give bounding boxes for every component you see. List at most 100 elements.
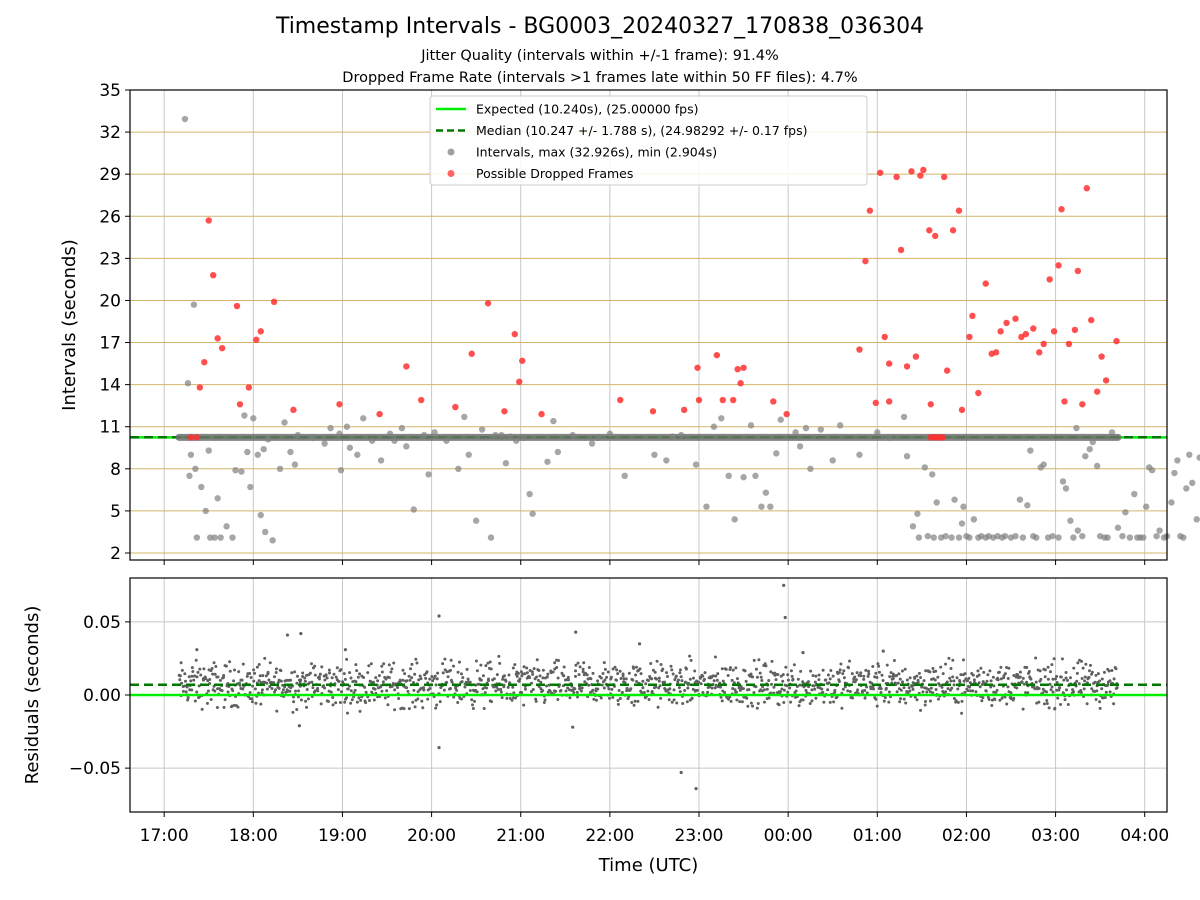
residual-point	[276, 680, 280, 684]
intervals-y-tick-label: 11	[99, 418, 121, 438]
residual-point	[211, 672, 215, 676]
residual-point	[335, 666, 339, 670]
dropped-frame-point	[1022, 330, 1030, 338]
residual-point	[653, 670, 657, 674]
residual-point	[432, 676, 436, 680]
residual-point	[879, 690, 883, 694]
dropped-frame-point	[885, 398, 893, 405]
residual-point	[179, 661, 183, 665]
residual-point	[443, 657, 447, 661]
residual-point	[633, 699, 637, 703]
interval-point	[773, 450, 780, 457]
interval-point	[229, 534, 236, 541]
residual-point	[996, 678, 1000, 682]
residual-point	[468, 680, 472, 684]
residual-point	[814, 674, 818, 678]
legend-median-label: Median (10.247 +/- 1.788 s), (24.98292 +…	[476, 123, 807, 138]
residual-point	[318, 672, 322, 676]
residual-point	[578, 665, 582, 669]
dropped-frame-point	[1071, 326, 1079, 334]
residual-point	[502, 674, 506, 678]
residual-point	[387, 663, 391, 667]
residual-point	[298, 680, 302, 684]
residual-point	[960, 699, 964, 703]
residual-point	[410, 676, 414, 680]
interval-point	[554, 448, 562, 456]
interval-point	[281, 419, 288, 426]
residual-point	[223, 698, 227, 702]
residual-point	[789, 700, 793, 704]
residual-point	[949, 679, 953, 683]
residual-point	[1037, 700, 1041, 704]
residual-point	[641, 679, 645, 683]
residuals-panel: 0.05 0.00 −0.05 17:00 18:00 19:00 20:00 21:00 22…	[69, 577, 1169, 846]
residuals-reference-lines	[130, 683, 1167, 697]
interval-point	[232, 467, 239, 474]
residual-point	[655, 677, 659, 681]
x-tick-label: 23:00	[675, 826, 724, 846]
interval-point	[250, 415, 257, 422]
interval-point	[1156, 527, 1163, 534]
residual-point	[326, 699, 330, 703]
residual-point	[507, 673, 511, 677]
residual-outlier-point	[694, 787, 698, 791]
residual-point	[391, 682, 395, 686]
dropped-frame-point	[270, 298, 278, 306]
residual-point	[277, 686, 281, 690]
interval-point	[1171, 469, 1178, 477]
interval-point	[669, 433, 676, 440]
residual-point	[913, 676, 917, 680]
residual-point	[962, 679, 966, 683]
residual-point	[576, 661, 580, 665]
residual-point	[381, 680, 385, 684]
residual-point	[556, 698, 560, 702]
residual-point	[813, 680, 817, 684]
residual-point	[304, 699, 308, 703]
interval-point	[1049, 532, 1056, 540]
residual-point	[656, 705, 660, 709]
residual-point	[786, 678, 790, 682]
residual-point	[884, 686, 888, 690]
residual-point	[804, 688, 808, 692]
residual-point	[279, 669, 283, 673]
residual-point	[828, 677, 832, 681]
dropped-frame-point	[926, 227, 933, 234]
residual-point	[967, 676, 971, 680]
residual-point	[657, 686, 661, 690]
dropped-frame-point	[917, 172, 924, 179]
dropped-frame-point	[908, 168, 915, 175]
residuals-points	[177, 583, 1119, 791]
residual-point	[525, 671, 529, 675]
residual-point	[933, 678, 937, 682]
residual-point	[623, 681, 627, 685]
residual-point	[743, 669, 747, 673]
residual-point	[691, 687, 695, 691]
residual-point	[1053, 706, 1057, 710]
residual-point	[520, 690, 524, 694]
residual-point	[521, 672, 525, 676]
interval-point	[951, 496, 958, 503]
residual-point	[483, 691, 487, 695]
residual-point	[413, 705, 417, 709]
interval-point	[930, 534, 937, 541]
x-tick-label: 19:00	[318, 826, 367, 846]
residual-point	[181, 689, 185, 693]
interval-point	[184, 380, 192, 387]
residual-point	[616, 698, 620, 702]
residual-point	[833, 688, 837, 692]
residual-point	[541, 668, 545, 672]
interval-point	[398, 424, 406, 432]
residual-point	[678, 668, 682, 672]
residual-point	[384, 677, 388, 681]
dropped-frame-point	[1088, 316, 1095, 324]
residual-point	[1080, 659, 1084, 663]
residual-point	[187, 675, 191, 679]
residual-point	[592, 697, 596, 701]
residual-point	[250, 697, 254, 701]
residual-point	[931, 667, 935, 671]
residual-point	[841, 687, 845, 691]
interval-point	[276, 465, 284, 473]
residual-point	[495, 673, 499, 677]
residual-point	[602, 686, 606, 690]
dropped-frame-point	[734, 365, 741, 373]
